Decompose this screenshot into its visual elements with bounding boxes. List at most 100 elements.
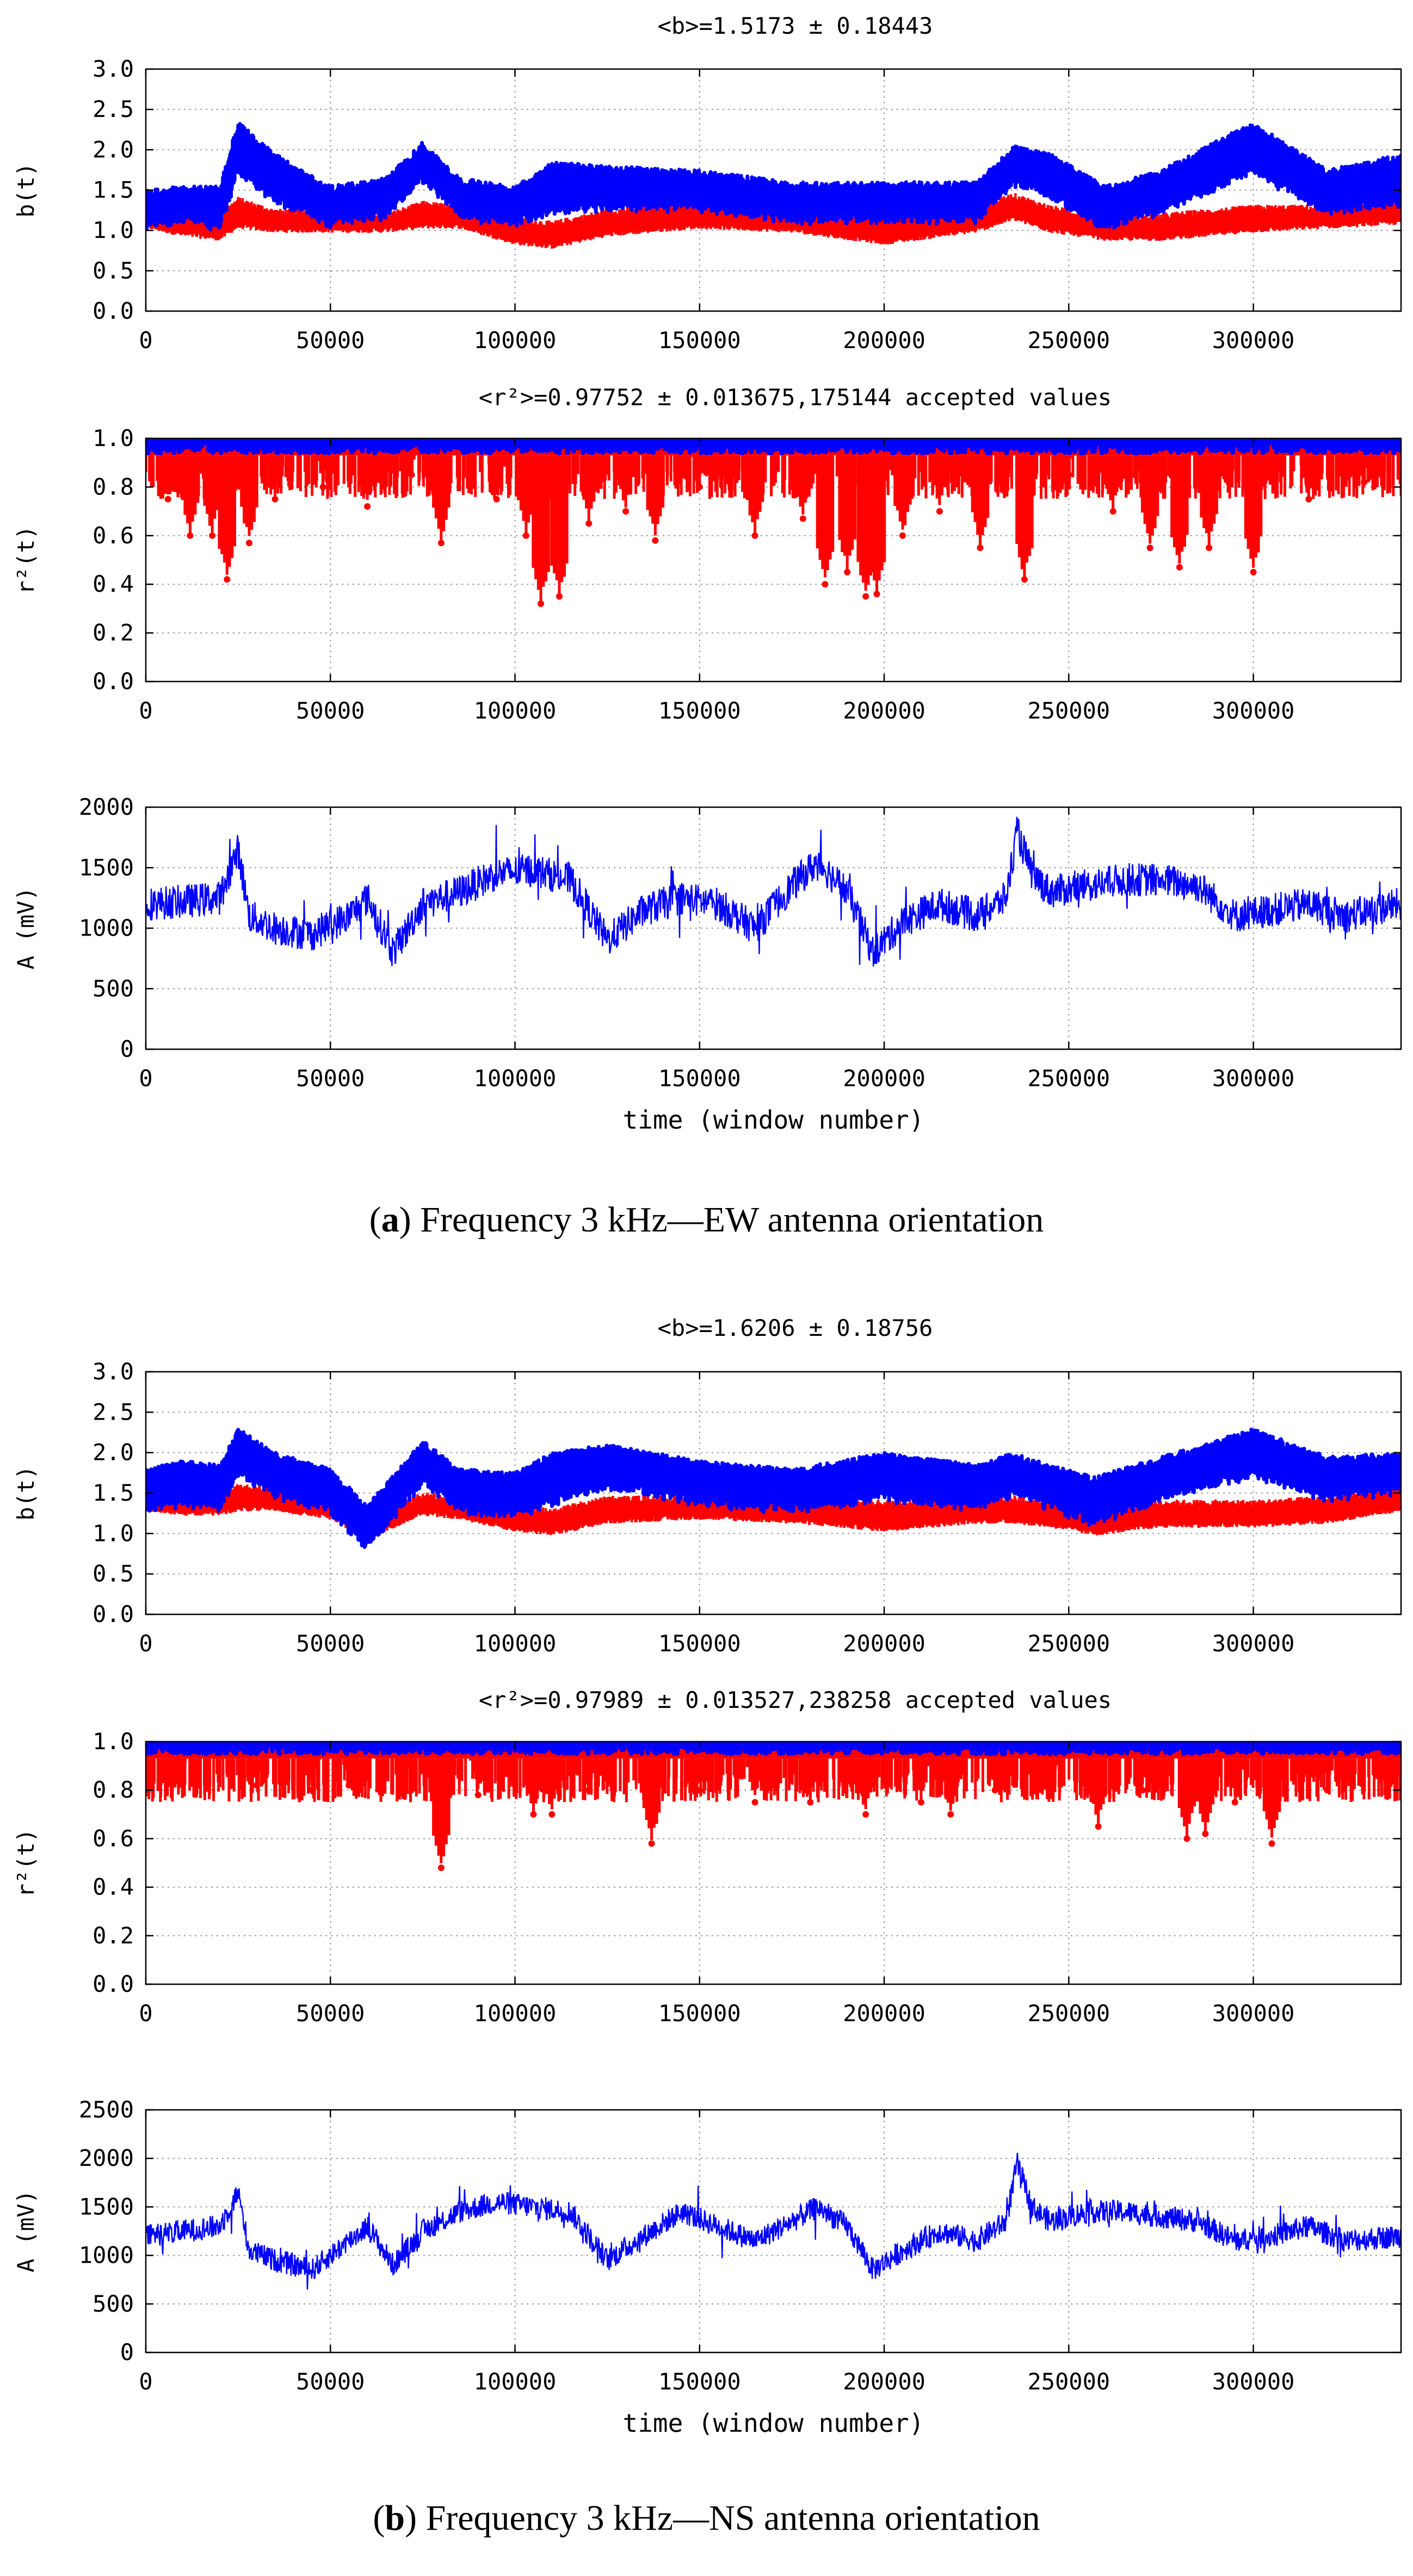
y-axis-label: r²(t) — [13, 525, 39, 594]
amplitude-line — [146, 2153, 1401, 2290]
y-tick-label: 0.8 — [92, 1776, 134, 1803]
y-tick-label: 1.5 — [92, 177, 134, 203]
plot-area-a_A — [146, 816, 1401, 967]
x-tick-label: 250000 — [1027, 1065, 1110, 1092]
chart-a_b: 0 50000 100000 150000 200000 250000 300000 0.0 0… — [13, 13, 1402, 354]
r2-red-dip-point — [1176, 564, 1183, 571]
r2-red-dip-point — [1361, 479, 1368, 486]
y-tick-label: 0 — [120, 1036, 134, 1062]
r2-red-dip-point — [522, 532, 529, 539]
x-tick-label: 200000 — [843, 1630, 925, 1657]
y-tick-label: 0 — [120, 2339, 134, 2366]
r2-red-dip-point — [1324, 1787, 1331, 1794]
r2-red-dip-point — [1139, 1787, 1146, 1794]
x-tick-label: 0 — [139, 2000, 152, 2027]
chart-b_A: 0 50000 100000 150000 200000 250000 300000 0 500… — [13, 2096, 1402, 2438]
y-tick-label: 0.8 — [92, 473, 134, 500]
y-tick-label: 0.0 — [92, 298, 134, 324]
chart-title: <r²>=0.97752 ± 0.013675,175144 accepted … — [479, 384, 1112, 411]
r2-red-dip-point — [437, 540, 445, 547]
x-tick-label: 100000 — [474, 1630, 557, 1657]
x-tick-label: 0 — [139, 327, 152, 354]
r2-red-dip-point — [862, 1811, 869, 1818]
r2-red-dip-point — [345, 1782, 353, 1789]
r2-red-dip-point — [1379, 1767, 1386, 1774]
r2-red-dip-point — [1206, 544, 1213, 552]
x-tick-label: 0 — [139, 697, 152, 724]
amplitude-line — [146, 816, 1401, 967]
y-tick-label: 2.5 — [92, 1398, 134, 1425]
x-tick-label: 0 — [139, 1630, 152, 1657]
y-tick-label: 1500 — [79, 854, 134, 881]
y-tick-label: 0.0 — [92, 668, 134, 695]
caption-b: (b) Frequency 3 kHz—NS antenna orientati… — [373, 2498, 1040, 2538]
y-tick-label: 500 — [92, 975, 134, 1002]
r2-red-dip-point — [799, 515, 806, 522]
x-tick-label: 250000 — [1027, 2368, 1110, 2395]
y-tick-label: 0.5 — [92, 1561, 134, 1587]
caption-b-tag: b — [385, 2498, 405, 2538]
y-axis-label: b(t) — [13, 163, 39, 218]
r2-blue-band — [146, 438, 1401, 456]
r2-red-dip-point — [822, 581, 829, 588]
r2-red-dip-point — [1065, 472, 1072, 479]
y-tick-label: 0.4 — [92, 1874, 134, 1900]
y-tick-label: 1000 — [79, 915, 134, 942]
r2-red-dip-point — [364, 503, 371, 510]
y-axis-label: r²(t) — [13, 1829, 39, 1897]
y-tick-label: 0.6 — [92, 522, 134, 549]
r2-red-dip-point — [936, 508, 943, 515]
y-axis-label: b(t) — [13, 1465, 39, 1520]
x-tick-label: 250000 — [1027, 327, 1110, 354]
x-tick-label: 150000 — [658, 1065, 741, 1092]
r2-red-dip-point — [917, 1799, 924, 1806]
caption-a-text: Frequency 3 kHz—EW antenna orientation — [420, 1200, 1044, 1240]
x-axis-label: time (window number) — [623, 2408, 924, 2438]
r2-blue-band — [146, 1742, 1401, 1756]
chart-b_b: 0 50000 100000 150000 200000 250000 300000 0.0 0… — [13, 1315, 1402, 1657]
r2-red-dip-point — [1305, 496, 1312, 503]
r2-red-dip-point — [947, 1811, 954, 1818]
r2-red-dip-point — [751, 1799, 758, 1806]
r2-red-dips — [146, 439, 1401, 604]
x-tick-label: 250000 — [1027, 2000, 1110, 2027]
b-blue-scatter — [146, 122, 1401, 232]
r2-red-dip-point — [648, 1840, 655, 1847]
plot-area-b_A — [146, 2153, 1401, 2290]
x-tick-label: 150000 — [658, 2000, 741, 2027]
x-tick-label: 200000 — [843, 2368, 925, 2395]
x-tick-label: 250000 — [1027, 697, 1110, 724]
caption-b-text: Frequency 3 kHz—NS antenna orientation — [425, 2498, 1040, 2538]
x-tick-label: 200000 — [843, 1065, 925, 1092]
x-tick-label: 50000 — [296, 327, 365, 354]
y-tick-label: 1.0 — [92, 425, 134, 451]
y-tick-label: 3.0 — [92, 55, 134, 82]
y-tick-label: 0.0 — [92, 1971, 134, 1997]
r2-red-dip-point — [308, 1787, 316, 1794]
r2-red-dip-point — [1231, 1799, 1238, 1806]
x-tick-label: 200000 — [843, 2000, 925, 2027]
r2-red-dip-point — [556, 593, 563, 600]
r2-red-dip-point — [179, 1774, 186, 1781]
y-tick-label: 2000 — [79, 2145, 134, 2171]
r2-red-dip-point — [899, 532, 906, 539]
r2-red-dip-point — [652, 537, 659, 544]
chart-title: <b>=1.6206 ± 0.18756 — [658, 1315, 933, 1341]
axes-frame-a_r2 — [145, 437, 1402, 683]
x-tick-label: 150000 — [658, 697, 741, 724]
r2-red-dip-point — [530, 1811, 537, 1818]
r2-red-dip-point — [437, 1864, 445, 1871]
x-tick-label: 100000 — [474, 2000, 557, 2027]
x-tick-label: 50000 — [296, 697, 365, 724]
chart-b_r2: 0 50000 100000 150000 200000 250000 300000 0.0 0… — [13, 1687, 1402, 2027]
plot-area-a_b — [146, 122, 1401, 249]
y-tick-label: 0.2 — [92, 1922, 134, 1949]
x-tick-label: 150000 — [658, 327, 741, 354]
r2-red-dip-point — [493, 496, 500, 503]
b-blue-scatter — [146, 1427, 1401, 1549]
y-tick-label: 1.5 — [92, 1479, 134, 1506]
r2-red-dip-point — [585, 520, 593, 527]
x-tick-label: 100000 — [474, 2368, 557, 2395]
r2-red-dip-point — [245, 540, 252, 547]
x-tick-label: 150000 — [658, 2368, 741, 2395]
